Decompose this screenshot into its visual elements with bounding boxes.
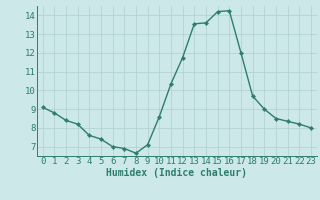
X-axis label: Humidex (Indice chaleur): Humidex (Indice chaleur): [106, 168, 247, 178]
